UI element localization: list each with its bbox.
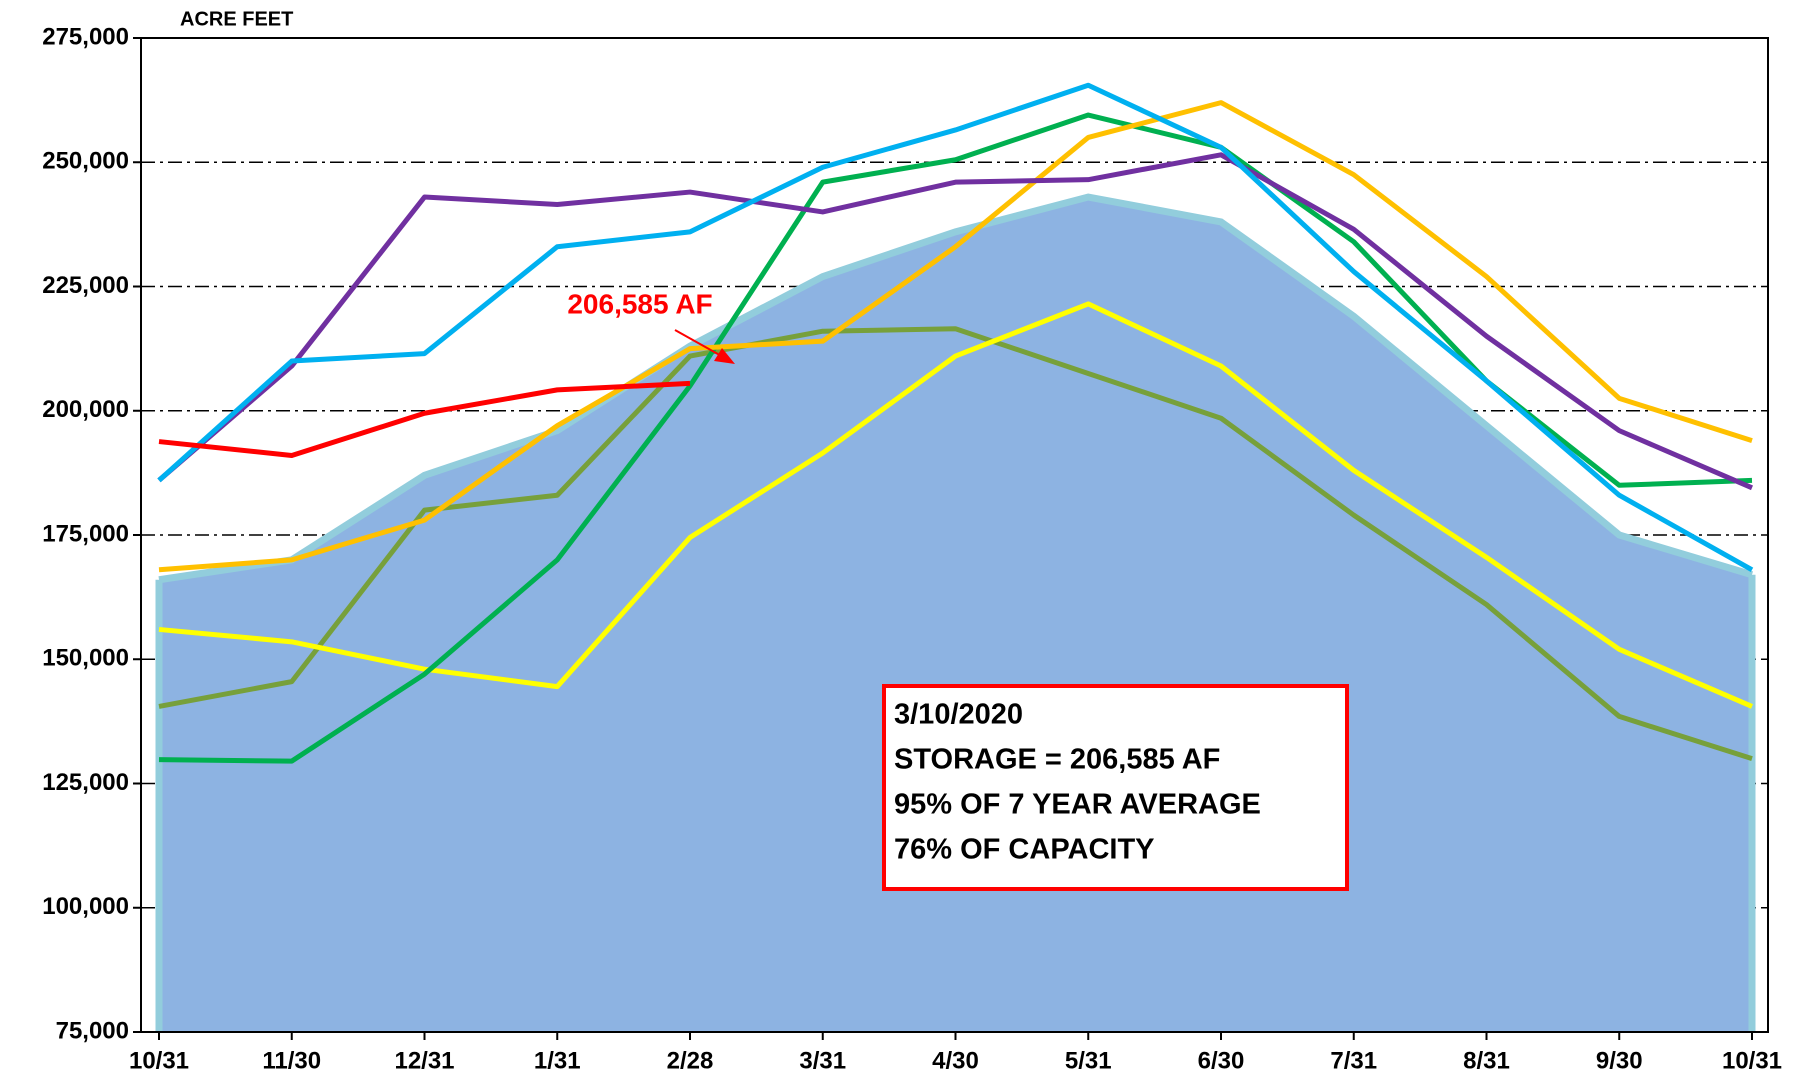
annotation: 206,585 AF (567, 288, 712, 319)
info-box-line: 95% OF 7 YEAR AVERAGE (894, 789, 1261, 821)
series-line (158, 326, 1753, 762)
x-tick-label: 8/31 (1463, 1047, 1510, 1074)
y-tick-label: 250,000 (42, 148, 129, 175)
x-tick-label: 7/31 (1330, 1047, 1377, 1074)
y-tick-label: 150,000 (42, 645, 129, 672)
y-axis-label: ACRE FEET (180, 8, 293, 30)
y-tick-label: 100,000 (42, 893, 129, 920)
y-tick-label: 175,000 (42, 520, 129, 547)
annotation-arrow (674, 329, 726, 359)
x-tick-label: 9/30 (1596, 1047, 1643, 1074)
x-tick-label: 11/30 (262, 1047, 321, 1074)
series-line (157, 82, 1754, 572)
y-tick-label: 225,000 (42, 272, 129, 299)
x-tick-label: 10/31 (1722, 1047, 1782, 1074)
y-tick-label: 200,000 (42, 396, 129, 423)
y-tick-label: 275,000 (42, 23, 129, 50)
x-tick-label: 3/31 (799, 1047, 846, 1074)
info-box-line: STORAGE = 206,585 AF (894, 744, 1220, 776)
x-tick-label: 1/31 (534, 1047, 581, 1074)
x-tick-label: 4/30 (932, 1047, 979, 1074)
plot-frame (140, 37, 1769, 1033)
info-box (882, 684, 1349, 891)
area-fill (159, 197, 1752, 1033)
x-tick-label: 12/31 (394, 1047, 454, 1074)
x-tick-label: 10/31 (129, 1047, 189, 1074)
y-tick-label: 75,000 (56, 1017, 129, 1044)
y-tick-label: 125,000 (42, 769, 129, 796)
annotation-arrowhead (714, 348, 735, 364)
x-tick-label: 5/31 (1065, 1047, 1112, 1074)
series-line (157, 152, 1753, 491)
info-box-line: 76% OF CAPACITY (894, 834, 1155, 866)
info-box-line: 3/10/2020 (894, 699, 1023, 731)
series-line (158, 301, 1753, 709)
x-tick-label: 6/30 (1198, 1047, 1245, 1074)
series-line (158, 100, 1753, 573)
x-tick-label: 2/28 (667, 1047, 714, 1074)
area-edge (158, 193, 1754, 584)
series-line (158, 380, 691, 458)
